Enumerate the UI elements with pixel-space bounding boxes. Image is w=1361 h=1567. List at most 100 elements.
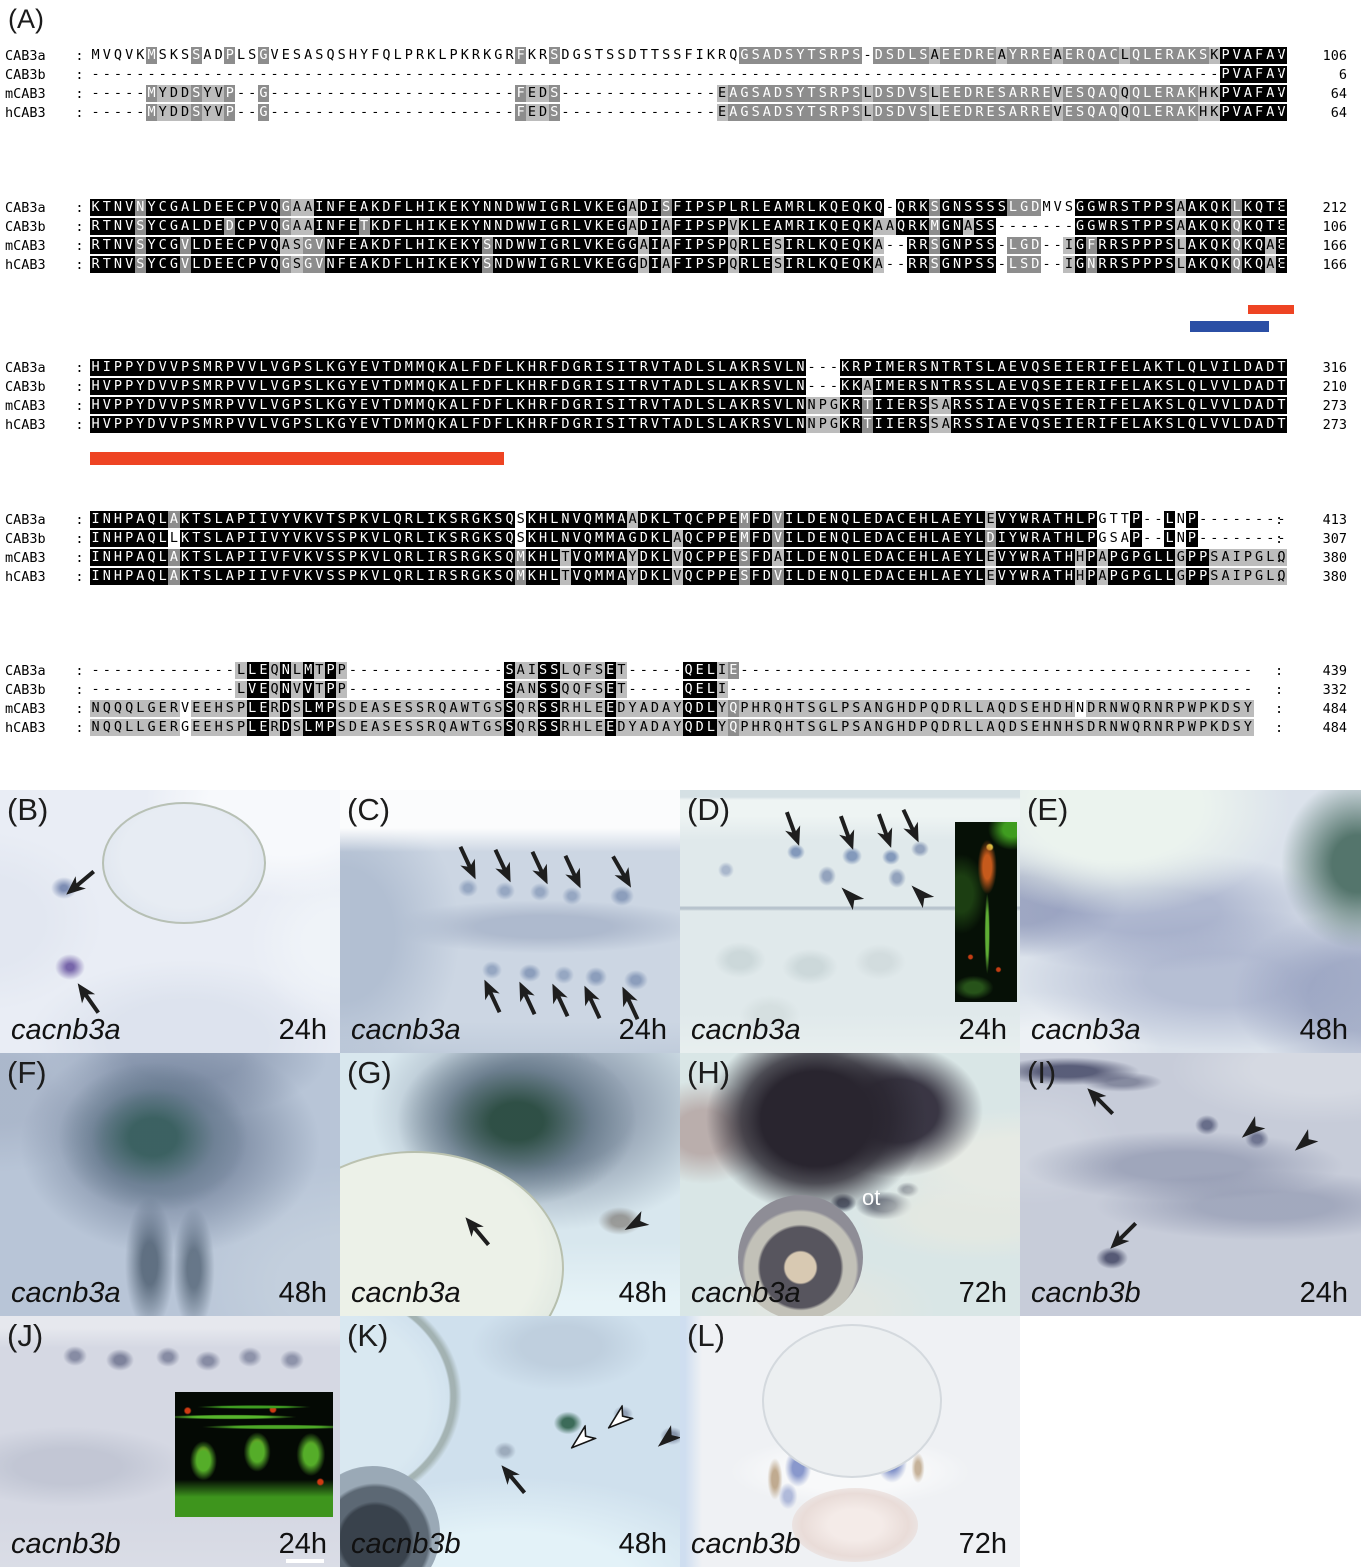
arrow-icon (501, 1465, 527, 1495)
micrograph-panel-H: ot (H) cacnb3a 72h (680, 1053, 1020, 1316)
alignment-row: mCAB3: H V P P Y D V V P S M R P V V L V G P S L K G Y E V T D M M Q K A L… (0, 396, 1361, 415)
time-label: 24h (278, 1528, 327, 1560)
time-label: 24h (1299, 1277, 1348, 1309)
time-label: 48h (1299, 1014, 1348, 1046)
panel-letter: (H) (687, 1055, 731, 1090)
gene-label: cacnb3a (351, 1014, 461, 1046)
time-label: 72h (958, 1528, 1007, 1560)
sequence-name-label: mCAB3 (5, 397, 46, 414)
sequence-name-label: hCAB3 (5, 416, 46, 433)
sequence-name-label: CAB3b (5, 681, 46, 698)
alignment-row: CAB3a: M V Q V K M S K S S A D P L S G V E S A S Q S H Y F Q L P R K L P K… (0, 46, 1361, 65)
red-underline-short (1248, 305, 1294, 314)
residue-count: :106 (1275, 47, 1347, 64)
gene-label: cacnb3a (691, 1014, 801, 1046)
arrowhead-icon-black (624, 1211, 650, 1230)
arrow-icon (784, 811, 801, 846)
arrow-icon (901, 808, 919, 843)
residue-count: :484 (1275, 700, 1347, 717)
arrowhead-icon-black (1241, 1116, 1266, 1138)
residue-count: :413 (1275, 511, 1347, 528)
separator: : (75, 256, 84, 273)
arrowhead-icon-black (841, 887, 865, 911)
gene-label: cacnb3b (1031, 1277, 1141, 1309)
residue-count: :316 (1275, 359, 1347, 376)
separator: : (75, 85, 84, 102)
sequence-name-label: hCAB3 (5, 719, 46, 736)
panel-letter: (G) (347, 1055, 392, 1090)
embryo-eye-shape (738, 1195, 863, 1316)
time-label: 48h (618, 1277, 667, 1309)
residue-sequence: ----------------------------------------… (91, 66, 1288, 83)
sequence-name-label: mCAB3 (5, 700, 46, 717)
arrowhead-icon-black (1294, 1129, 1319, 1151)
gene-label: cacnb3a (11, 1014, 121, 1046)
fluorescence-inset-image (175, 1392, 333, 1517)
alignment-block: CAB3a: H I P P Y D V V P S M R P V V L V G P S L K G Y E V T D M M Q K A L… (0, 358, 1361, 434)
alignment-row: CAB3b: H V P P Y D V V P S M R P V V L V G P S L K G Y E V T D M M Q K A L… (0, 377, 1361, 396)
separator: : (75, 104, 84, 121)
gene-label: cacnb3a (691, 1277, 801, 1309)
blue-underline (1190, 321, 1269, 332)
residue-count: :106 (1275, 218, 1347, 235)
alignment-block: CAB3a: M V Q V K M S K S S A D P L S G V E S A S Q S H Y F Q L P R K L P K… (0, 46, 1361, 122)
alignment-row: CAB3b: - - - - - - - - - - - - - L V E Q N V V T P P - - - - - - - - - - -… (0, 680, 1361, 699)
separator: : (75, 662, 84, 679)
residue-count: :210 (1275, 378, 1347, 395)
separator: : (75, 397, 84, 414)
panel-letter: (F) (7, 1055, 47, 1090)
micrograph-panel-J: (J) cacnb3b 24h (0, 1316, 340, 1567)
alignment-row: CAB3b: R T N V S Y C G A L D E D C P V Q G A A I N F E T K D F L H I K E K… (0, 217, 1361, 236)
sequence-name-label: hCAB3 (5, 568, 46, 585)
separator: : (75, 66, 84, 83)
panel-letter: (L) (687, 1318, 725, 1353)
micrograph-panel-L: (L) cacnb3b 72h (680, 1316, 1020, 1567)
panel-letter: (D) (687, 792, 731, 827)
residue-count: :380 (1275, 549, 1347, 566)
gene-label: cacnb3a (11, 1277, 121, 1309)
residue-count: :332 (1275, 681, 1347, 698)
alignment-block: CAB3a: I N H P A Q L A K T S L A P I I V Y V K V T S P K V L Q R L I K S R… (0, 510, 1361, 586)
panel-letter: (C) (347, 792, 391, 827)
residue-count: :380 (1275, 568, 1347, 585)
residue-count: :212 (1275, 199, 1347, 216)
gene-label: cacnb3a (1031, 1014, 1141, 1046)
sequence-name-label: CAB3a (5, 199, 46, 216)
arrow-icon (77, 983, 100, 1014)
gene-label: cacnb3b (351, 1528, 461, 1560)
embryo-eye-shape (102, 802, 266, 924)
arrow-icon (519, 981, 537, 1016)
alignment-block: CAB3a: K T N V N Y C G A L D E E C P V Q G A A I N F E A K D F L H I K E K… (0, 198, 1361, 274)
micrograph-panel-F: (F) cacnb3a 48h (0, 1053, 340, 1316)
sequence-name-label: CAB3a (5, 662, 46, 679)
separator: : (75, 511, 84, 528)
arrow-icon (563, 854, 581, 889)
time-label: 48h (618, 1528, 667, 1560)
sequence-name-label: mCAB3 (5, 85, 46, 102)
alignment-row: CAB3a: H I P P Y D V V P S M R P V V L V G P S L K G Y E V T D M M Q K A L… (0, 358, 1361, 377)
separator: : (75, 530, 84, 547)
time-label: 24h (958, 1014, 1007, 1046)
red-underline-long (90, 452, 504, 465)
separator: : (75, 549, 84, 566)
separator: : (75, 359, 84, 376)
sequence-name-label: CAB3b (5, 218, 46, 235)
sequence-name-label: CAB3b (5, 530, 46, 547)
sequence-name-label: hCAB3 (5, 256, 46, 273)
residue-count: :273 (1275, 416, 1347, 433)
micrograph-panel-I: (I) cacnb3b 24h (1020, 1053, 1361, 1316)
sequence-name-label: CAB3b (5, 378, 46, 395)
arrow-icon (838, 815, 855, 850)
separator: : (75, 218, 84, 235)
arrow-icon (622, 986, 640, 1021)
separator: : (75, 237, 84, 254)
